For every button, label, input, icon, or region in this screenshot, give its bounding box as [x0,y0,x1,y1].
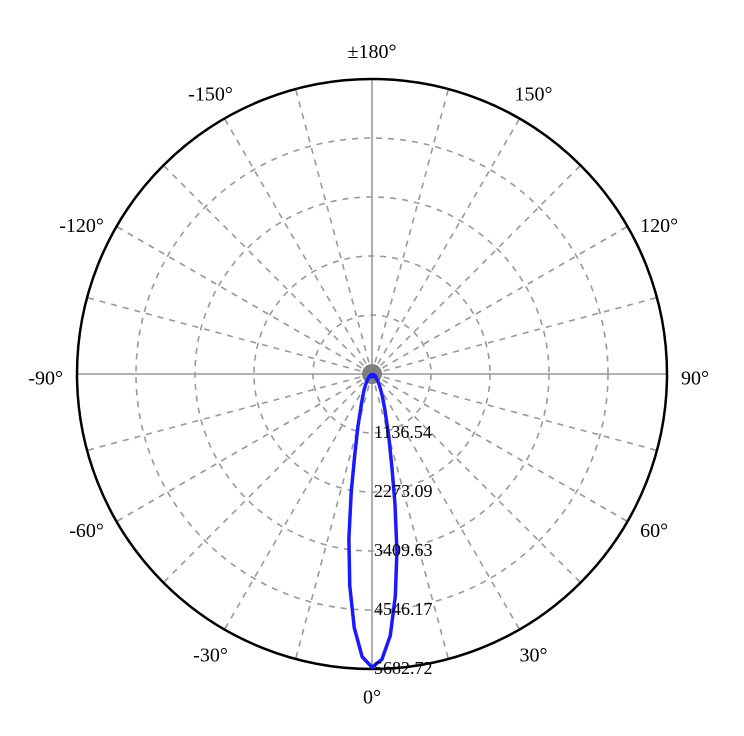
angle-label: ±180° [348,41,397,63]
angle-label: 90° [681,368,709,390]
angle-label: -30° [193,644,228,666]
radial-label: 2273.09 [374,481,433,501]
radial-label: 4546.17 [374,599,433,619]
angle-label: 120° [640,215,678,237]
polar-chart-svg: 1136.54 2273.09 3409.63 4546.17 5682.72 0° 30°… [0,0,744,736]
radial-label: 1136.54 [374,422,432,442]
angle-label: 0° [363,687,381,709]
angle-label: -120° [59,215,104,237]
angle-label: -90° [28,368,63,390]
angle-label: -60° [69,520,104,542]
angle-label: 150° [515,83,553,105]
angle-label: 60° [640,520,668,542]
angle-label: -150° [188,83,233,105]
radial-label: 5682.72 [374,658,433,678]
radial-label: 3409.63 [374,540,433,560]
polar-chart: 1136.54 2273.09 3409.63 4546.17 5682.72 0° 30°… [0,0,744,736]
angle-label: 30° [520,644,548,666]
